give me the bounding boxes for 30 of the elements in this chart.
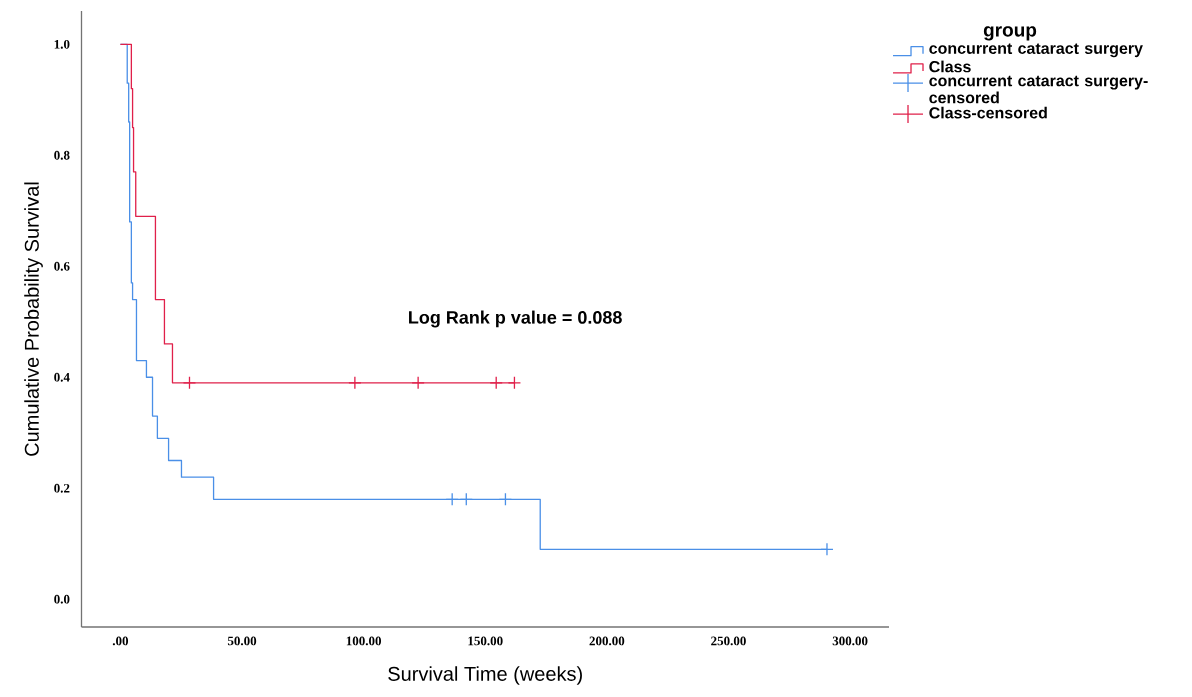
x-tick-label: 100.00 bbox=[346, 636, 382, 646]
point bbox=[820, 542, 834, 556]
y-tick-label: 0.4 bbox=[54, 372, 70, 382]
y-tick-label: 0.0 bbox=[54, 594, 70, 604]
x-axis-title: Survival Time (weeks) bbox=[388, 666, 582, 685]
x-tick-label: .00 bbox=[112, 636, 129, 646]
point bbox=[507, 376, 522, 390]
legend-label: Class bbox=[929, 60, 971, 73]
legend-label: Class-censored bbox=[929, 106, 1047, 119]
y-tick-label: 0.8 bbox=[54, 150, 70, 160]
point bbox=[411, 376, 425, 390]
point bbox=[182, 376, 197, 390]
x-tick-label: 250.00 bbox=[711, 636, 746, 646]
x-tick-label: 50.00 bbox=[227, 636, 257, 646]
y-tick-label: 1.0 bbox=[54, 39, 70, 49]
x-tick-label: 150.00 bbox=[468, 636, 503, 646]
legend-title: group bbox=[983, 26, 1037, 41]
point bbox=[459, 492, 473, 507]
legend-label: concurrent cataract surgery-censored bbox=[929, 75, 1148, 104]
point bbox=[348, 376, 362, 390]
annotation: Log Rank p value = 0.088 bbox=[409, 310, 622, 328]
x-tick-label: 200.00 bbox=[589, 636, 625, 646]
point bbox=[445, 492, 459, 507]
y-tick-label: 0.6 bbox=[54, 261, 70, 271]
x-tick-label: 300.00 bbox=[832, 636, 868, 646]
point bbox=[498, 492, 513, 507]
legend-label: concurrent cataract surgery bbox=[929, 43, 1143, 58]
y-tick-label: 0.2 bbox=[54, 483, 70, 493]
point bbox=[489, 376, 503, 390]
y-axis-title: Cumulative Probability Survival bbox=[24, 182, 43, 456]
